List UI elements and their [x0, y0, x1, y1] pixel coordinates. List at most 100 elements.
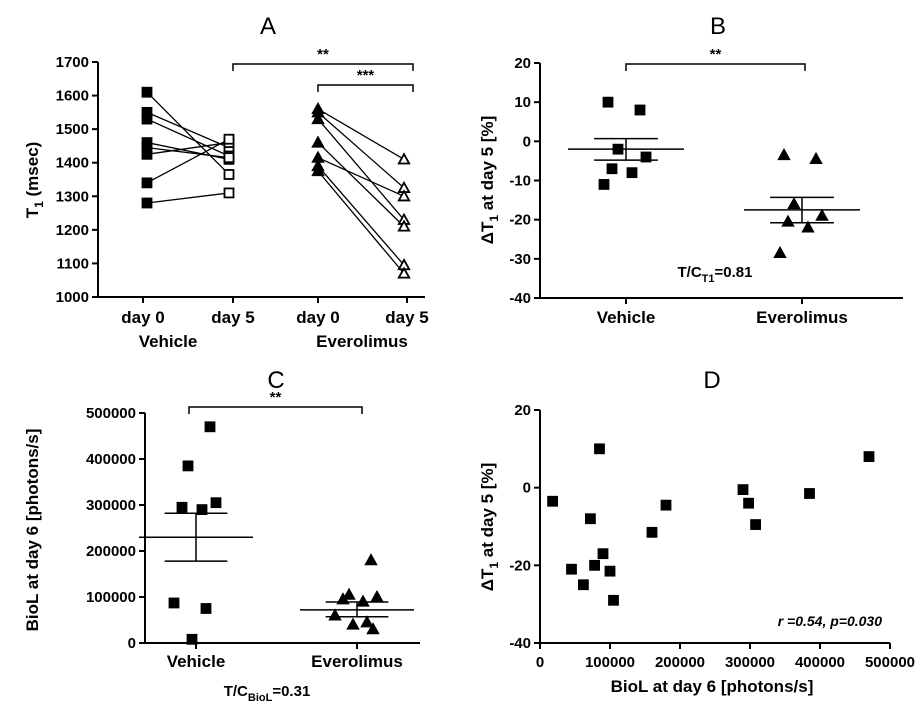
panel-a-subject-line — [146, 192, 230, 204]
panel-b-point — [815, 208, 829, 221]
panel-c-point — [176, 501, 188, 513]
panel-a-subject-line — [317, 108, 405, 160]
panel-d-point — [604, 565, 616, 577]
panel-d-point — [597, 548, 609, 560]
panel-c-point — [370, 589, 384, 603]
panel-d-point — [566, 563, 577, 575]
panel-d-x-tick-label: 200000 — [655, 654, 705, 671]
panel-b-point — [598, 179, 610, 190]
panel-letter-a: A — [260, 13, 276, 40]
panel-c-y-tick-label: 300000 — [86, 497, 136, 514]
panel-c-y-tick-label: 500000 — [86, 405, 136, 422]
panel-a-subject-line — [146, 146, 230, 159]
panel-c-point — [364, 553, 378, 566]
panel-c-point — [366, 622, 380, 635]
panel-a-subject-line — [146, 91, 230, 175]
panel-d-point — [804, 488, 815, 499]
panel-a-y-tick-label: 1000 — [56, 289, 89, 306]
panel-c-point — [168, 597, 180, 609]
panel-c-x-tick-label: Everolimus — [311, 652, 403, 671]
panel-b-x-tick-label: Everolimus — [756, 308, 848, 327]
panel-b-y-tick-label: -20 — [509, 212, 531, 229]
panel-a-y-tick-label: 1100 — [56, 255, 89, 272]
panel-a-point-day5 — [397, 266, 411, 279]
panel-a-subject-line — [146, 141, 230, 155]
panel-b-point — [787, 196, 801, 210]
panel-c-point — [360, 615, 374, 628]
panel-b-point — [781, 214, 795, 227]
panel-d-x-tick-label: 300000 — [725, 654, 775, 671]
panel-a-significance-bracket-label: *** — [357, 67, 375, 84]
panel-b-point — [602, 96, 614, 108]
panel-c-point — [186, 633, 198, 645]
panel-a-point-day0 — [311, 112, 325, 125]
panel-c-y-tick-label: 0 — [128, 635, 136, 652]
panel-c-y-tick-label: 200000 — [86, 543, 136, 560]
panel-c-tc-annotation: T/CBioL=0.31 — [224, 683, 311, 704]
panel-a-y-tick-label: 1400 — [56, 155, 89, 172]
panel-b-significance-bracket — [625, 63, 806, 71]
panel-d-y-tick-label: 0 — [523, 480, 531, 497]
panel-d-y-tick-label: -40 — [509, 635, 531, 652]
panel-a-point-day5 — [223, 133, 235, 145]
panel-b-y-tick-label: -10 — [509, 173, 531, 190]
panel-b-y-axis-title: ΔT1 at day 5 [%] — [478, 116, 501, 245]
panel-a-x-tick-label: day 0 — [296, 308, 339, 327]
panel-a-point-day0 — [311, 135, 325, 148]
panel-b-y-tick-label: 0 — [523, 133, 531, 150]
panel-b-point — [801, 220, 815, 233]
panel-b-point — [809, 151, 823, 165]
panel-d-point — [608, 594, 619, 606]
panel-d-y-tick-label: -20 — [509, 557, 531, 574]
panel-a-subject-line — [317, 142, 405, 227]
panel-d-point — [863, 451, 875, 463]
panel-b: B -40 -30 -20 -10 0 10 20 Vehicle Everolimus ΔT1 a… — [478, 13, 903, 327]
panel-a-significance-bracket — [232, 63, 414, 71]
panel-b-tc-annotation: T/CT1=0.81 — [678, 264, 753, 285]
panel-b-point — [626, 167, 638, 179]
panel-a-y-axis-title: T1 (msec) — [23, 142, 46, 219]
panel-a-point-day0 — [141, 197, 153, 209]
panel-a-significance-bracket-label: ** — [317, 46, 329, 63]
panel-c-y-axis-title: BioL at day 6 [photons/s] — [23, 429, 42, 632]
panel-b-point — [640, 151, 652, 163]
panel-d-point — [743, 497, 754, 509]
panel-a-x-tick-label: day 0 — [121, 308, 164, 327]
panel-a-point-day5 — [223, 187, 235, 199]
panel-a-point-day0 — [311, 164, 325, 177]
panel-letter-c: C — [267, 367, 284, 394]
panel-d-point — [589, 559, 600, 571]
panel-a-group-label: Vehicle — [139, 332, 198, 351]
panel-a-point-day5 — [397, 152, 411, 165]
panel-d-x-tick-label: 100000 — [585, 654, 635, 671]
panel-c: C 0 100000 200000 300000 400000 500000 Vehicle E… — [23, 367, 420, 704]
panel-a-group-label: Everolimus — [316, 332, 408, 351]
panel-a-y-tick-label: 1600 — [56, 88, 89, 105]
panel-a-subject-line — [146, 118, 230, 157]
panel-d-y-tick-label: 20 — [514, 402, 531, 419]
panel-a-point-day5 — [397, 219, 411, 232]
panel-d-point — [737, 484, 749, 496]
panel-a-point-day5 — [223, 169, 235, 180]
panel-d-point — [594, 443, 605, 455]
panel-c-y-tick-label: 100000 — [86, 589, 136, 606]
panel-b-significance-bracket-label: ** — [710, 46, 722, 63]
panel-d-x-axis-title: BioL at day 6 [photons/s] — [611, 677, 814, 696]
panel-a-significance-bracket — [317, 84, 414, 92]
panel-c-point — [342, 587, 356, 600]
panel-a-subject-line — [317, 111, 405, 189]
panel-a-y-tick-label: 1300 — [56, 188, 89, 205]
panel-a-subject-line — [317, 170, 405, 274]
panel-a-y-tick-label: 1500 — [56, 121, 89, 138]
panel-d: D -40 -20 0 20 0 100000 200000 300000 400000 50000… — [478, 367, 915, 696]
panel-b-point — [773, 245, 787, 259]
panel-a-y-tick-label: 1200 — [56, 222, 89, 239]
panel-a-subject-line — [146, 111, 230, 149]
panel-a-point-day5 — [223, 152, 235, 164]
panel-a-x-tick-label: day 5 — [385, 308, 428, 327]
panel-c-y-tick-label: 400000 — [86, 451, 136, 468]
panel-c-point — [182, 460, 194, 472]
panel-c-point — [346, 617, 360, 630]
panel-d-point — [646, 526, 658, 538]
panel-c-point — [356, 594, 370, 607]
